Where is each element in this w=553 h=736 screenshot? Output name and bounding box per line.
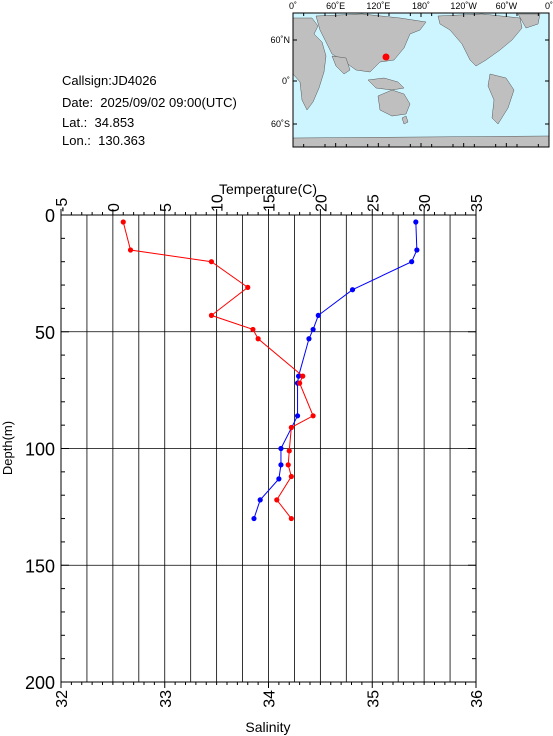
map-lon-label: 60˚W (496, 1, 518, 11)
temperature-data-point (306, 336, 312, 342)
temperature-profile-line (253, 221, 418, 519)
temperature-tick-label: 15 (262, 194, 279, 212)
temperature-tick-label: 35 (469, 194, 486, 212)
salinity-data-point (274, 497, 280, 503)
salinity-tick-label: 35 (365, 690, 382, 708)
grid-lines (60, 215, 477, 682)
temperature-data-point (409, 259, 415, 265)
map-lat-label: 60˚S (271, 119, 290, 129)
temperature-tick-label: 5 (158, 203, 175, 212)
depth-tick-label: 100 (25, 440, 55, 460)
salinity-data-point (255, 336, 261, 342)
salinity-axis-title: Salinity (245, 719, 290, 735)
salinity-tick-label: 36 (469, 690, 486, 708)
temperature-data-point (278, 462, 284, 468)
depth-tick-label: 150 (25, 556, 55, 576)
map-land (292, 13, 550, 148)
salinity-data-point (288, 473, 294, 480)
salinity-data-point (288, 515, 294, 522)
map-lat-label: 0˚ (282, 76, 290, 86)
salinity-data-point (310, 413, 316, 419)
temperature-data-point (294, 413, 301, 419)
temperature-data-point (257, 497, 263, 503)
map-lat-label: 60˚N (270, 35, 290, 45)
salinity-data-point (297, 380, 303, 386)
map-lon-label: 180˚ (412, 1, 430, 11)
station-location-map: 0˚ 60˚E 120˚E 180˚ 120˚W 60˚W 0˚ 60˚N 0˚ 60˚S (270, 1, 553, 148)
temperature-data-point (315, 312, 321, 319)
salinity-tick-label: 33 (158, 690, 175, 708)
map-lon-label: 60˚E (326, 1, 345, 11)
temperature-data-point (276, 476, 282, 482)
depth-axis-title: Depth(m) (0, 421, 15, 475)
depth-tick-label: 200 (25, 673, 55, 693)
temperature-tick-label: 30 (417, 194, 434, 212)
salinity-tick-label: 34 (262, 690, 279, 708)
salinity-data-point (288, 424, 294, 431)
temperature-tick-label: 25 (365, 194, 382, 212)
salinity-data-point (250, 326, 256, 333)
salinity-profile-line (122, 221, 314, 519)
temperature-axis-title: Temperature(C) (219, 181, 317, 197)
map-lon-label: 120˚E (366, 1, 390, 11)
callsign-text: Callsign:JD4026 (62, 73, 157, 88)
depth-tick-label: 50 (35, 323, 55, 343)
temperature-data-point (414, 247, 420, 253)
salinity-data-point (208, 312, 215, 319)
temperature-tick-label: -5 (54, 198, 71, 212)
date-text: Date: 2025/09/02 09:00(UTC) (62, 95, 237, 110)
temperature-tick-label: 20 (313, 194, 330, 212)
salinity-data-point (208, 259, 215, 265)
salinity-data-point (120, 219, 126, 225)
temperature-data-point (310, 326, 316, 333)
temperature-tick-label: 0 (106, 203, 123, 212)
latitude-text: Lat.: 34.853 (62, 115, 135, 130)
map-lon-label: 0˚ (545, 1, 553, 11)
salinity-tick-label: 32 (54, 690, 71, 708)
temperature-data-point (349, 287, 356, 293)
longitude-text: Lon.: 130.363 (62, 133, 146, 148)
depth-tick-label: 0 (45, 206, 55, 226)
temperature-data-point (251, 515, 257, 522)
temperature-data-point (413, 219, 419, 225)
station-location-marker (382, 53, 390, 61)
salinity-data-point (245, 284, 251, 290)
temperature-tick-label: 10 (210, 194, 227, 212)
salinity-data-point (127, 247, 134, 253)
salinity-data-point (285, 462, 291, 468)
map-lon-label: 120˚W (450, 1, 477, 11)
map-lon-label: 0˚ (289, 1, 297, 11)
salinity-data-point (286, 448, 292, 454)
salinity-data-point (300, 373, 306, 379)
temperature-data-point (295, 373, 302, 379)
temperature-data-point (278, 445, 284, 452)
